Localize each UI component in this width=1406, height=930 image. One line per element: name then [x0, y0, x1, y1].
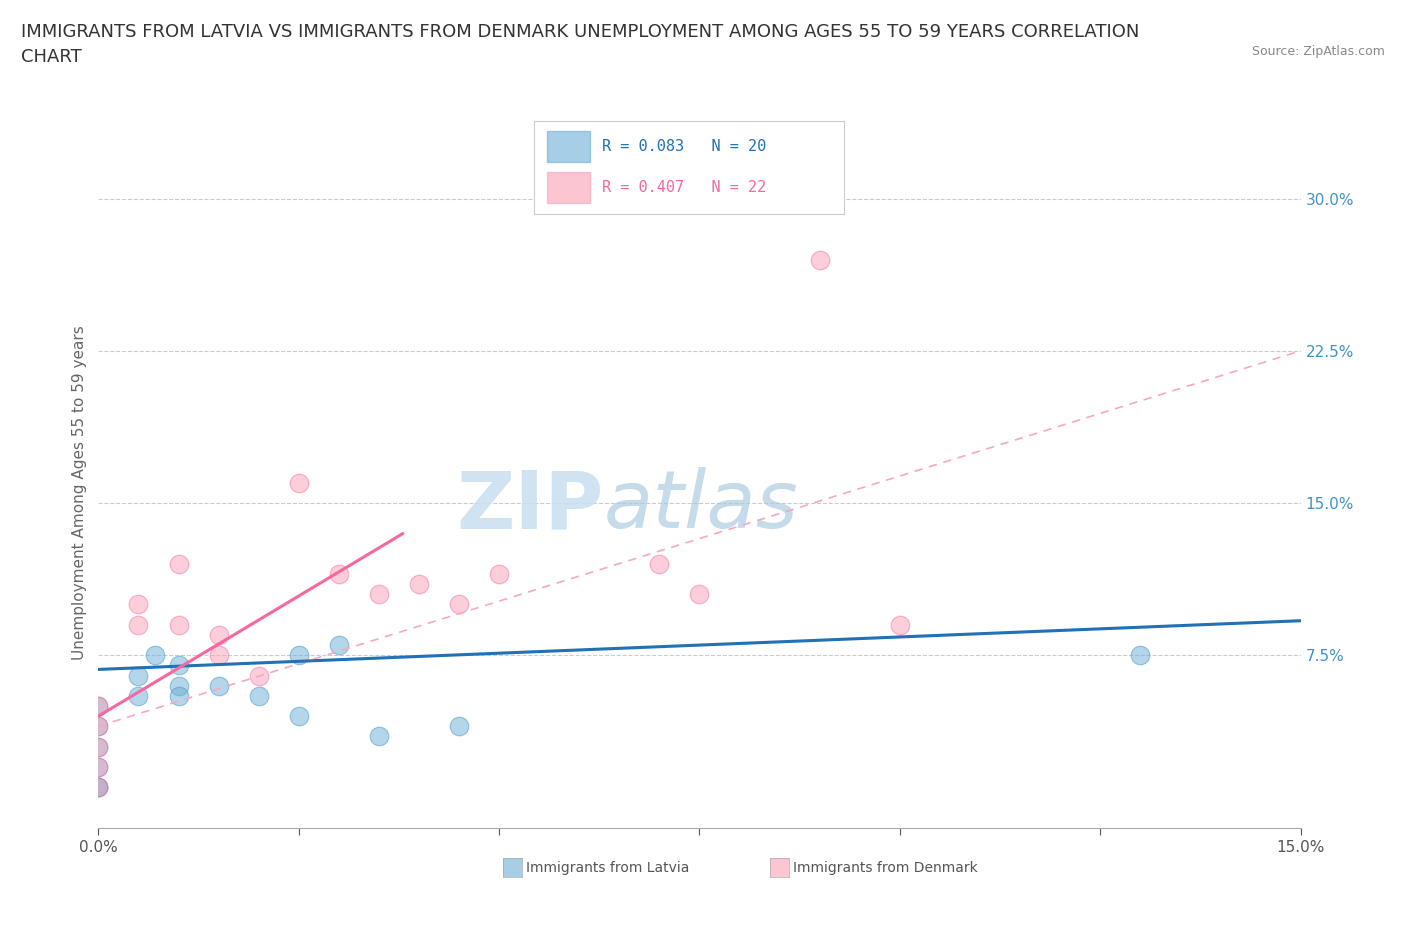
- Point: [87, 698, 110, 713]
- Point: [128, 618, 150, 632]
- Point: [128, 668, 150, 683]
- Text: R = 0.407   N = 22: R = 0.407 N = 22: [602, 179, 766, 195]
- Point: [247, 668, 270, 683]
- Point: [87, 779, 110, 794]
- Text: Immigrants from Denmark: Immigrants from Denmark: [793, 860, 977, 875]
- Text: IMMIGRANTS FROM LATVIA VS IMMIGRANTS FROM DENMARK UNEMPLOYMENT AMONG AGES 55 TO : IMMIGRANTS FROM LATVIA VS IMMIGRANTS FRO…: [21, 23, 1139, 41]
- Point: [1129, 648, 1152, 663]
- Point: [87, 719, 110, 734]
- Point: [128, 597, 150, 612]
- Point: [87, 760, 110, 775]
- Bar: [547, 172, 591, 203]
- Point: [167, 678, 190, 693]
- Point: [87, 739, 110, 754]
- Point: [87, 779, 110, 794]
- Point: [808, 252, 831, 267]
- Point: [368, 587, 391, 602]
- Point: [208, 648, 231, 663]
- Point: [408, 577, 430, 591]
- Point: [167, 688, 190, 703]
- Point: [128, 688, 150, 703]
- Text: Immigrants from Latvia: Immigrants from Latvia: [526, 860, 689, 875]
- Point: [167, 658, 190, 672]
- Point: [167, 556, 190, 571]
- Text: ZIP: ZIP: [456, 467, 603, 545]
- Point: [87, 760, 110, 775]
- Point: [87, 779, 110, 794]
- Point: [368, 729, 391, 744]
- Point: [648, 556, 671, 571]
- Text: atlas: atlas: [603, 467, 799, 545]
- Point: [167, 618, 190, 632]
- Y-axis label: Unemployment Among Ages 55 to 59 years: Unemployment Among Ages 55 to 59 years: [72, 326, 87, 660]
- Point: [447, 597, 470, 612]
- Text: R = 0.083   N = 20: R = 0.083 N = 20: [602, 139, 766, 154]
- Point: [143, 648, 166, 663]
- Text: CHART: CHART: [21, 48, 82, 66]
- Point: [889, 618, 911, 632]
- Point: [208, 628, 231, 643]
- Point: [208, 678, 231, 693]
- Point: [488, 566, 510, 581]
- Point: [328, 566, 350, 581]
- Point: [288, 475, 311, 490]
- Point: [87, 719, 110, 734]
- Text: Source: ZipAtlas.com: Source: ZipAtlas.com: [1251, 45, 1385, 58]
- Bar: [547, 131, 591, 162]
- Point: [328, 638, 350, 653]
- Point: [87, 739, 110, 754]
- Point: [288, 709, 311, 724]
- Point: [689, 587, 711, 602]
- Point: [288, 648, 311, 663]
- Point: [247, 688, 270, 703]
- Point: [447, 719, 470, 734]
- Point: [87, 698, 110, 713]
